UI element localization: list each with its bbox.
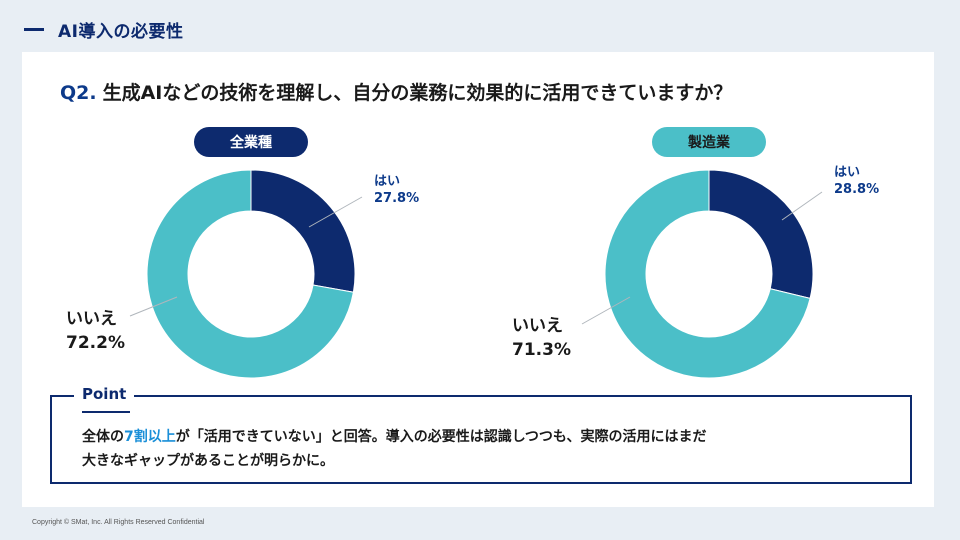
donut-charts xyxy=(129,169,823,379)
leader-line-yes-mfg xyxy=(781,191,823,221)
page-header: AI導入の必要性 xyxy=(24,14,183,44)
data-label-no-all: いいえ 72.2% xyxy=(66,309,125,353)
leader-line-no-mfg xyxy=(581,296,631,325)
chart-title-manufacturing: 製造業 xyxy=(652,127,766,157)
question-text: 生成AIなどの技術を理解し、自分の業務に効果的に活用できていますか？ xyxy=(102,82,733,104)
page-title: AI導入の必要性 xyxy=(58,21,184,42)
point-title: Point xyxy=(74,385,135,403)
donut-slice-no xyxy=(146,169,354,379)
point-box: Point 全体の7割以上が「活用できていない」と回答。導入の必要性は認識しつつ… xyxy=(50,385,912,484)
point-underline xyxy=(82,411,130,413)
footer-copyright: Copyright © SMat, Inc. All Rights Reserv… xyxy=(32,519,205,526)
point-highlight: 7割以上 xyxy=(124,429,176,445)
question-number: Q2. xyxy=(60,82,97,104)
donut-chart-all-industries xyxy=(146,169,356,379)
chart-title-all-industries: 全業種 xyxy=(194,127,308,157)
data-label-yes-mfg: はい 28.8% xyxy=(834,165,880,197)
header-dash xyxy=(24,27,44,31)
question-heading: Q2. 生成AIなどの技術を理解し、自分の業務に効果的に活用できていますか？ xyxy=(60,78,732,105)
data-label-yes-all: はい 27.8% xyxy=(374,174,420,206)
donut-slice-yes xyxy=(250,169,356,293)
survey-card: Q2. 生成AIなどの技術を理解し、自分の業務に効果的に活用できていますか？ 全業… xyxy=(22,52,934,507)
donut-slice-no xyxy=(604,169,811,379)
donut-chart-manufacturing xyxy=(604,169,814,379)
donut-slice-yes xyxy=(708,169,814,300)
leader-line-no-all xyxy=(129,296,178,317)
data-label-no-mfg: いいえ 71.3% xyxy=(512,316,571,360)
point-text: 全体の7割以上が「活用できていない」と回答。導入の必要性は認識しつつも、実際の活… xyxy=(82,429,707,469)
leader-line-yes-all xyxy=(308,196,363,228)
